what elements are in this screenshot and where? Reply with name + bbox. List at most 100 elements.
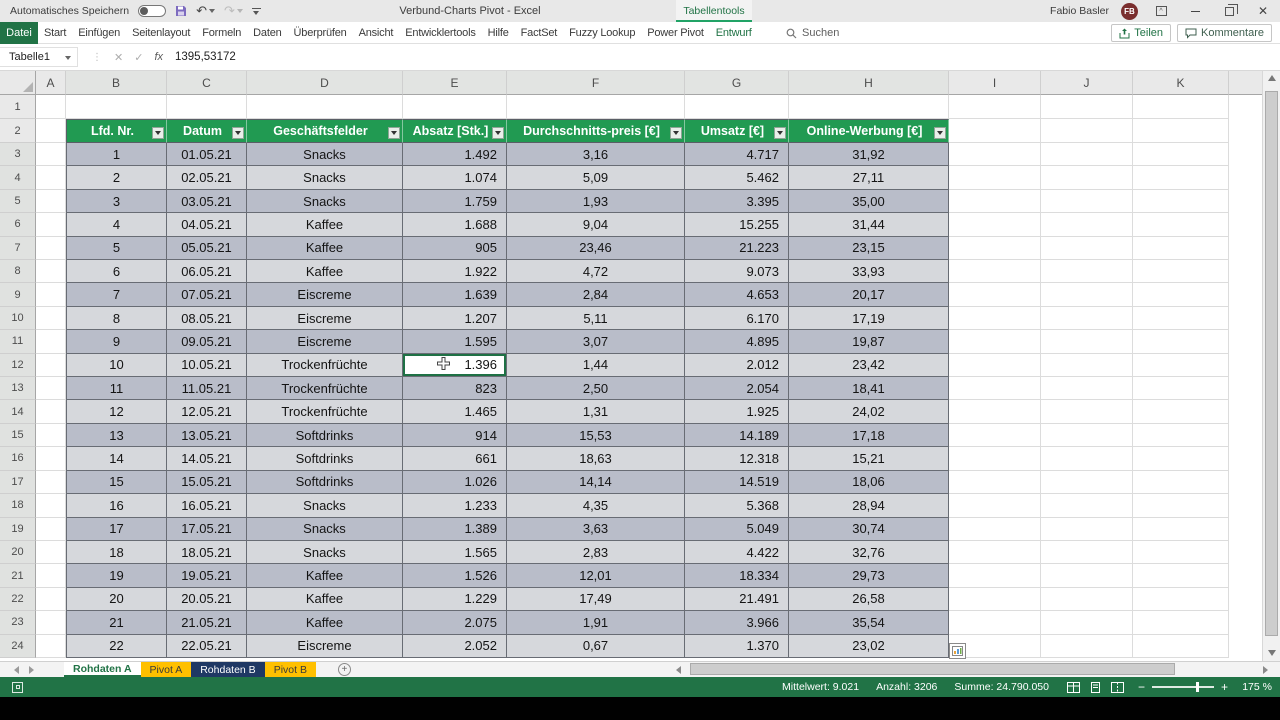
cell-A16[interactable] (36, 447, 66, 471)
cell-H1[interactable] (789, 95, 949, 119)
cell-I6[interactable] (949, 213, 1041, 237)
cell-I4[interactable] (949, 166, 1041, 190)
cell-C14[interactable]: 12.05.21 (167, 400, 247, 424)
cell-F22[interactable]: 17,49 (507, 587, 685, 612)
cell-I8[interactable] (949, 260, 1041, 284)
filter-button-geschäftsfelder[interactable] (388, 127, 400, 139)
enter-icon[interactable]: ✓ (134, 51, 144, 64)
cell-A18[interactable] (36, 494, 66, 518)
cell-I7[interactable] (949, 236, 1041, 261)
row-header-8[interactable]: 8 (0, 260, 36, 284)
cell-A8[interactable] (36, 260, 66, 284)
row-header-12[interactable]: 12 (0, 353, 36, 378)
cell-J22[interactable] (1041, 587, 1133, 612)
cell-K23[interactable] (1133, 611, 1229, 635)
cell-H23[interactable]: 35,54 (789, 611, 949, 635)
cell-C23[interactable]: 21.05.21 (167, 611, 247, 635)
col-header-G[interactable]: G (685, 71, 789, 95)
cell-A4[interactable] (36, 166, 66, 190)
cell-A11[interactable] (36, 330, 66, 354)
cell-A15[interactable] (36, 423, 66, 448)
comments-button[interactable]: Kommentare (1177, 24, 1272, 42)
cell-A19[interactable] (36, 517, 66, 541)
cell-H9[interactable]: 20,17 (789, 283, 949, 307)
cell-H22[interactable]: 26,58 (789, 587, 949, 612)
cell-E11[interactable]: 1.595 (403, 330, 507, 354)
filter-button-umsatz[interactable] (774, 127, 786, 139)
row-header-7[interactable]: 7 (0, 236, 36, 261)
scroll-down-icon[interactable] (1268, 650, 1276, 656)
cell-I10[interactable] (949, 306, 1041, 331)
cell-D13[interactable]: Trockenfrüchte (247, 377, 403, 401)
ribbon-tab-entwurf[interactable]: Entwurf (715, 27, 752, 39)
cell-H24[interactable]: 23,02 (789, 634, 949, 658)
cell-B5[interactable]: 3 (66, 189, 167, 214)
row-header-23[interactable]: 23 (0, 611, 36, 635)
table-header-absatz-stk[interactable]: Absatz [Stk.] (403, 119, 507, 143)
col-header-E[interactable]: E (403, 71, 507, 95)
cell-H18[interactable]: 28,94 (789, 494, 949, 518)
row-header-10[interactable]: 10 (0, 306, 36, 331)
cell-J24[interactable] (1041, 634, 1133, 658)
col-header-B[interactable]: B (66, 71, 167, 95)
cell-C5[interactable]: 03.05.21 (167, 189, 247, 214)
cell-C9[interactable]: 07.05.21 (167, 283, 247, 307)
cell-J3[interactable] (1041, 143, 1133, 167)
name-box-dropdown-icon[interactable] (65, 56, 71, 60)
undo-icon[interactable]: ↶ (196, 0, 215, 22)
cell-E17[interactable]: 1.026 (403, 470, 507, 495)
cell-D9[interactable]: Eiscreme (247, 283, 403, 307)
cell-A24[interactable] (36, 634, 66, 658)
cell-J16[interactable] (1041, 447, 1133, 471)
cell-B12[interactable]: 10 (66, 353, 167, 378)
cell-F23[interactable]: 1,91 (507, 611, 685, 635)
cell-K3[interactable] (1133, 143, 1229, 167)
cell-A23[interactable] (36, 611, 66, 635)
cell-D11[interactable]: Eiscreme (247, 330, 403, 354)
cell-E16[interactable]: 661 (403, 447, 507, 471)
row-header-22[interactable]: 22 (0, 587, 36, 612)
cell-E7[interactable]: 905 (403, 236, 507, 261)
col-header-J[interactable]: J (1041, 71, 1133, 95)
cell-E6[interactable]: 1.688 (403, 213, 507, 237)
cell-H5[interactable]: 35,00 (789, 189, 949, 214)
share-button[interactable]: Teilen (1111, 24, 1172, 42)
normal-view-icon[interactable] (1066, 681, 1080, 693)
cell-D1[interactable] (247, 95, 403, 119)
ribbon-tab-seitenlayout[interactable]: Seitenlayout (132, 27, 191, 39)
cell-I12[interactable] (949, 353, 1041, 378)
vertical-scrollbar-thumb[interactable] (1265, 91, 1278, 636)
table-header-umsatz[interactable]: Umsatz [€] (685, 119, 789, 143)
cell-G21[interactable]: 18.334 (685, 564, 789, 588)
cell-B13[interactable]: 11 (66, 377, 167, 401)
cell-B15[interactable]: 13 (66, 423, 167, 448)
cell-B18[interactable]: 16 (66, 494, 167, 518)
cell-B7[interactable]: 5 (66, 236, 167, 261)
cell-J2[interactable] (1041, 119, 1133, 143)
row-header-14[interactable]: 14 (0, 400, 36, 424)
cell-F24[interactable]: 0,67 (507, 634, 685, 658)
cell-J9[interactable] (1041, 283, 1133, 307)
cell-C6[interactable]: 04.05.21 (167, 213, 247, 237)
cell-B11[interactable]: 9 (66, 330, 167, 354)
cell-D20[interactable]: Snacks (247, 540, 403, 565)
filter-button-lfd-nr[interactable] (152, 127, 164, 139)
horizontal-scrollbar-thumb[interactable] (690, 663, 1175, 675)
col-header-F[interactable]: F (507, 71, 685, 95)
cell-F21[interactable]: 12,01 (507, 564, 685, 588)
cell-A17[interactable] (36, 470, 66, 495)
col-header-A[interactable]: A (36, 71, 66, 95)
filter-button-absatz-stk[interactable] (492, 127, 504, 139)
ribbon-tab-start[interactable]: Start (44, 27, 67, 39)
name-box[interactable]: Tabelle1 (0, 47, 78, 67)
cancel-icon[interactable]: ✕ (114, 51, 124, 64)
cell-D4[interactable]: Snacks (247, 166, 403, 190)
cell-F4[interactable]: 5,09 (507, 166, 685, 190)
active-cell-E12[interactable]: 1.396 (403, 353, 507, 378)
cell-C3[interactable]: 01.05.21 (167, 143, 247, 167)
cell-C12[interactable]: 10.05.21 (167, 353, 247, 378)
cell-A1[interactable] (36, 95, 66, 119)
cell-H14[interactable]: 24,02 (789, 400, 949, 424)
cell-I20[interactable] (949, 540, 1041, 565)
cell-G6[interactable]: 15.255 (685, 213, 789, 237)
